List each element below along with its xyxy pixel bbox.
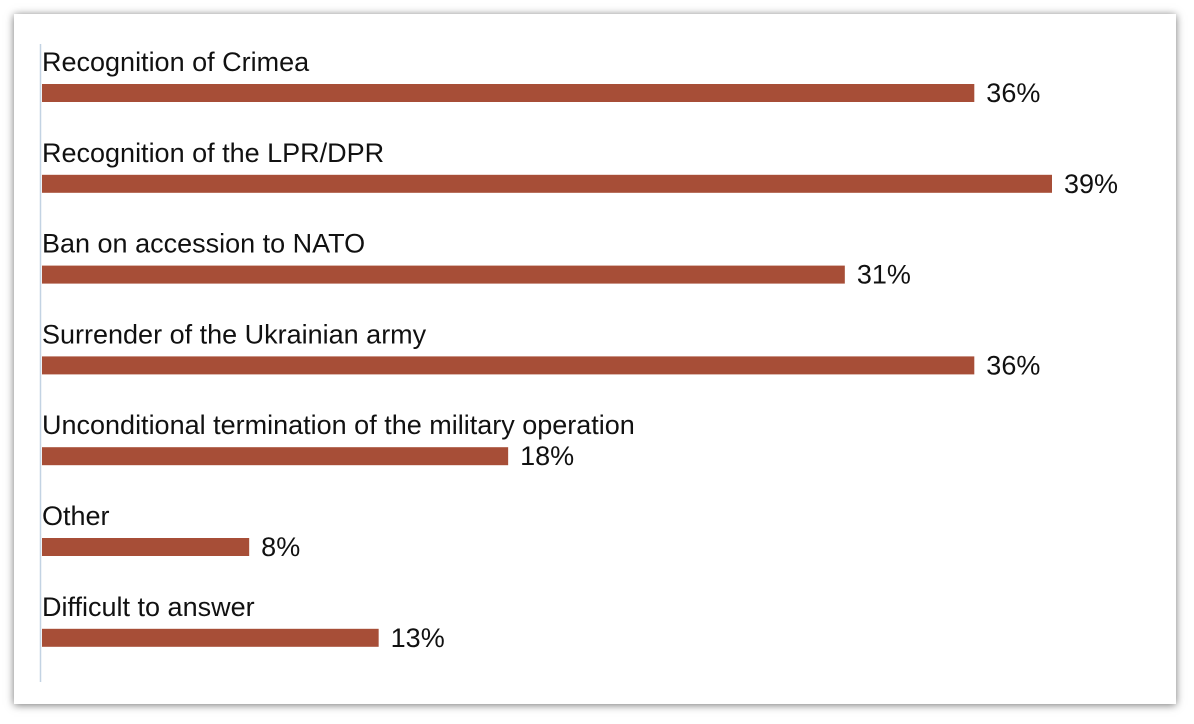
bar-chart: Recognition of Crimea 36% Recognition of t… xyxy=(39,44,1118,682)
category-label: Unconditional termination of the militar… xyxy=(42,410,635,440)
bar xyxy=(42,265,845,284)
category-label: Difficult to answer xyxy=(42,592,255,622)
category-label: Recognition of the LPR/DPR xyxy=(42,138,384,168)
category-label: Ban on accession to NATO xyxy=(42,229,365,259)
bar-row: Ban on accession to NATO 31% xyxy=(42,229,911,290)
category-label: Other xyxy=(42,501,110,531)
chart-card: Recognition of Crimea 36% Recognition of t… xyxy=(14,14,1176,704)
bar xyxy=(42,538,250,556)
bar xyxy=(42,356,975,375)
value-label: 39% xyxy=(1064,169,1118,199)
value-label: 31% xyxy=(857,260,911,290)
value-label: 36% xyxy=(986,78,1040,108)
bar-row: Difficult to answer 13% xyxy=(42,592,445,653)
bar xyxy=(42,628,379,647)
bar-row: Recognition of the LPR/DPR 39% xyxy=(42,138,1118,199)
value-label: 18% xyxy=(520,441,574,471)
bar xyxy=(42,447,509,466)
category-label: Surrender of the Ukrainian army xyxy=(42,319,427,349)
bar-row: Surrender of the Ukrainian army 36% xyxy=(42,319,1040,380)
bar-row: Unconditional termination of the militar… xyxy=(42,410,635,471)
value-label: 36% xyxy=(986,350,1040,380)
category-label: Recognition of Crimea xyxy=(42,47,310,77)
bar-row: Recognition of Crimea 36% xyxy=(42,47,1040,108)
bar xyxy=(42,174,1052,193)
bar-row: Other 8% xyxy=(42,501,300,562)
value-label: 13% xyxy=(391,623,445,653)
value-label: 8% xyxy=(261,532,300,562)
bar xyxy=(42,84,975,102)
bar-rows: Recognition of Crimea 36% Recognition of t… xyxy=(42,47,1118,653)
